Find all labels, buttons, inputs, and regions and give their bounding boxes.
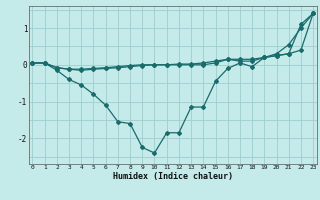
X-axis label: Humidex (Indice chaleur): Humidex (Indice chaleur) xyxy=(113,172,233,181)
